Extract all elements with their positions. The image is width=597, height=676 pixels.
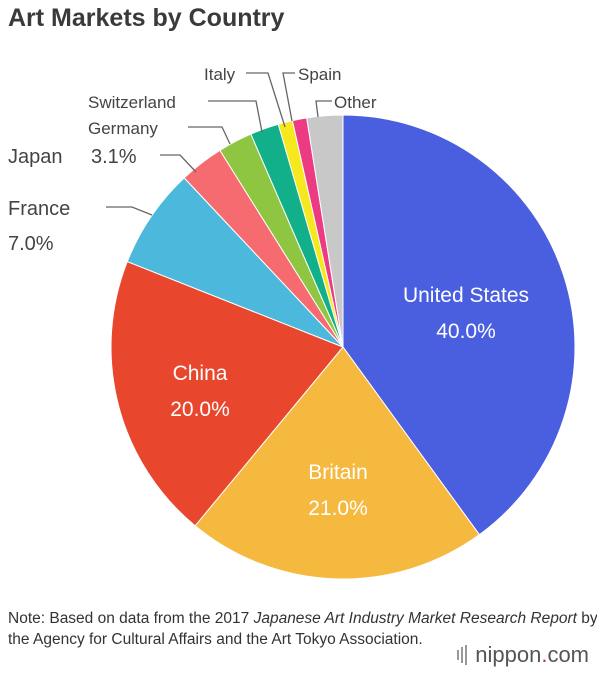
label-switzerland: Switzerland — [88, 93, 176, 112]
slice-united-states — [342, 114, 576, 536]
slice-britain — [194, 346, 481, 580]
logo-dot: . — [541, 642, 548, 667]
nippon-logo: nippon. com — [457, 642, 589, 668]
note-prefix: Note: Based on data from the 2017 — [8, 610, 254, 627]
value-japan: 3.1% — [91, 146, 137, 168]
label-japan: Japan — [8, 146, 63, 168]
leader-lines — [106, 72, 332, 216]
value-britain: 21.0% — [308, 497, 368, 520]
note-suffix: by the Agency for Cultural Affairs and t… — [8, 610, 597, 648]
value-france: 7.0% — [8, 233, 54, 255]
pie-chart: United States 40.0% Britain 21.0% China 20.0%… — [8, 65, 576, 580]
logo-text-right: com — [547, 642, 589, 667]
logo-text-left: nippon — [475, 642, 542, 667]
source-note: Note: Based on data from the 2017 Japane… — [8, 608, 597, 650]
logo-mark-icon — [457, 645, 469, 665]
slice-china — [110, 260, 344, 527]
chart-title: Art Markets by Country — [8, 4, 285, 32]
leader-italy — [246, 72, 286, 128]
slice-other — [306, 114, 344, 348]
label-united-states: United States — [403, 284, 529, 307]
value-china: 20.0% — [170, 398, 230, 421]
label-italy: Italy — [204, 65, 236, 84]
leader-germany — [188, 126, 231, 145]
leader-france — [106, 206, 153, 216]
slice-labels: United States 40.0% Britain 21.0% China 20.0%… — [8, 65, 529, 520]
note-report-title: Japanese Art Industry Market Research Re… — [253, 610, 577, 627]
value-united-states: 40.0% — [436, 320, 496, 343]
leader-other — [315, 100, 332, 118]
slice-france — [126, 177, 344, 348]
label-britain: Britain — [308, 461, 368, 484]
label-other: Other — [334, 93, 377, 112]
label-china: China — [173, 362, 228, 385]
leader-japan — [160, 154, 197, 173]
label-germany: Germany — [88, 119, 158, 138]
label-france: France — [8, 198, 70, 220]
label-spain: Spain — [298, 65, 341, 84]
pie-slices — [110, 114, 576, 580]
leader-switzerland — [208, 100, 263, 133]
leader-spain — [282, 72, 295, 122]
